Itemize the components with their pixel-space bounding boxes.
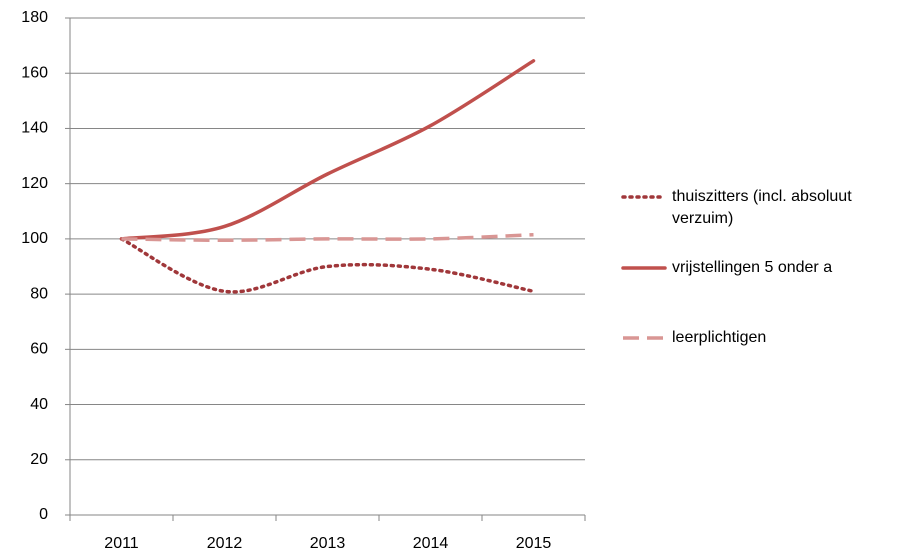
x-tick-label: 2011 xyxy=(104,535,139,552)
line-series xyxy=(119,59,536,241)
y-tick-label: 80 xyxy=(30,285,48,302)
line-series xyxy=(119,237,536,294)
line-series xyxy=(121,232,534,243)
y-tick-label: 60 xyxy=(30,341,48,358)
legend-label: thuiszitters (incl. absoluut verzuim) xyxy=(672,188,852,227)
y-tick-label: 140 xyxy=(21,120,48,137)
x-tick-label: 2015 xyxy=(516,535,552,552)
y-tick-label: 100 xyxy=(21,230,48,247)
y-tick-label: 180 xyxy=(21,9,48,26)
legend-label: leerplichtigen xyxy=(672,329,767,346)
x-tick-label: 2014 xyxy=(413,535,449,552)
x-tick-label: 2012 xyxy=(207,535,243,552)
legend-label: vrijstellingen 5 onder a xyxy=(672,259,833,276)
y-tick-label: 160 xyxy=(21,64,48,81)
y-tick-label: 20 xyxy=(30,451,48,468)
y-tick-label: 120 xyxy=(21,175,48,192)
x-tick-label: 2013 xyxy=(310,535,346,552)
y-tick-label: 40 xyxy=(30,396,48,413)
y-tick-label: 0 xyxy=(39,506,48,523)
